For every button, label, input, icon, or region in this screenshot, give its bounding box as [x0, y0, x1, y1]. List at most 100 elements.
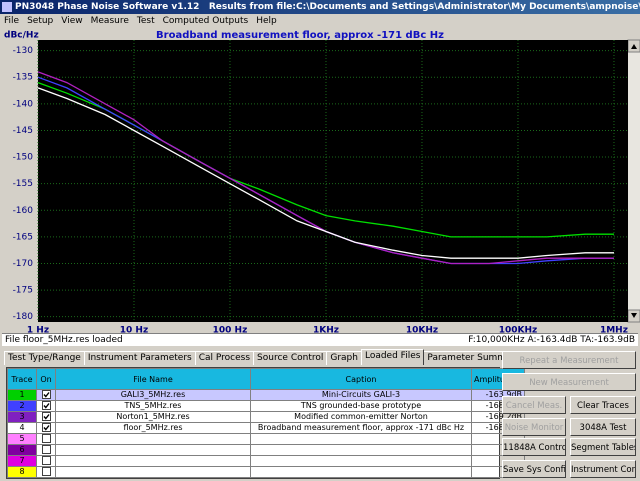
tab[interactable]: Source Control [253, 351, 328, 365]
trace-number: 8 [7, 466, 37, 478]
x-tick-label: 100KHz [499, 326, 538, 334]
menu-item[interactable]: Computed Outputs [162, 16, 249, 26]
caption: TNS grounded-base prototype [250, 400, 472, 412]
caption: Broadband measurement floor, approx -171… [250, 422, 472, 434]
y-tick-label: -135 [13, 73, 33, 83]
button[interactable]: 11848A Control [502, 438, 566, 456]
caption [250, 444, 472, 456]
check-mark [42, 403, 50, 409]
checkbox-box [41, 467, 51, 476]
y-tick-label: -145 [13, 126, 33, 136]
plot-area [38, 40, 628, 322]
file-row[interactable]: 2 TNS_5MHz.res TNS grounded-base prototype… [7, 400, 525, 412]
tab[interactable]: Cal Process [194, 351, 255, 365]
file-name: TNS_5MHz.res [55, 400, 251, 412]
file-name [55, 466, 251, 478]
checkbox[interactable] [41, 423, 51, 432]
menu-item[interactable]: View [61, 16, 83, 26]
y-tick-label: -150 [13, 153, 34, 163]
y-tick-label: -180 [13, 312, 34, 322]
menu-item[interactable]: Setup [27, 16, 54, 26]
scrollbar[interactable] [628, 40, 640, 322]
checkbox[interactable] [41, 401, 51, 410]
tab[interactable]: Graph [326, 351, 362, 365]
on-cell[interactable] [36, 433, 56, 445]
button[interactable]: Clear Traces [570, 396, 636, 414]
on-cell[interactable] [36, 466, 56, 478]
file-row[interactable]: 8 [7, 466, 525, 478]
menu-item[interactable]: Measure [90, 16, 129, 26]
file-name: floor_5MHz.res [55, 422, 251, 434]
checkbox-box [41, 390, 51, 399]
on-cell[interactable] [36, 411, 56, 423]
file-row[interactable]: 6 [7, 444, 525, 456]
checkbox-box [41, 434, 51, 443]
trace-number: 5 [7, 433, 37, 445]
checkbox[interactable] [41, 445, 51, 454]
file-row[interactable]: 4 floor_5MHz.res Broadband measurement flo… [7, 422, 525, 434]
trace-number: 1 [7, 389, 37, 401]
button: Cancel Meas. [502, 396, 566, 414]
checkbox[interactable] [41, 434, 51, 443]
y-tick-label: -130 [13, 46, 34, 56]
file-name [55, 455, 251, 467]
tab[interactable]: Instrument Parameters [83, 351, 196, 365]
y-tick-label: -160 [13, 206, 34, 216]
column-header: Caption [250, 368, 472, 390]
file-row[interactable]: 5 [7, 433, 525, 445]
button: New Measurement [502, 373, 636, 391]
checkbox[interactable] [41, 412, 51, 421]
file-row[interactable]: 1 GALI3_5MHz.res Mini-Circuits GALI-3 -163.… [7, 389, 525, 401]
status-message: File floor_5MHz.res loaded [5, 335, 123, 345]
menu-item[interactable]: Test [136, 16, 155, 26]
chart: dBc/Hz Broadband measurement floor, appr… [0, 28, 640, 333]
trace-number: 6 [7, 444, 37, 456]
button[interactable]: Save Sys Config [502, 460, 566, 478]
on-cell[interactable] [36, 444, 56, 456]
app-icon [2, 2, 12, 12]
button[interactable]: 3048A Test [570, 418, 636, 436]
file-row[interactable]: 3 Norton1_5MHz.res Modified common-emitter… [7, 411, 525, 423]
trace-number: 3 [7, 411, 37, 423]
file-row[interactable]: 7 [7, 455, 525, 467]
checkbox-box [41, 401, 51, 410]
caption: Mini-Circuits GALI-3 [250, 389, 472, 401]
button[interactable]: Segment Tables [570, 438, 636, 456]
menu-item[interactable]: File [4, 16, 20, 26]
on-cell[interactable] [36, 422, 56, 434]
button: Noise Monitor [502, 418, 566, 436]
scroll-down-arrow [631, 313, 637, 318]
status-bar: File floor_5MHz.res loaded F:10,000KHz A… [2, 333, 638, 346]
button[interactable]: Instrument Config [570, 460, 636, 478]
menu-item[interactable]: Help [256, 16, 277, 26]
tab[interactable]: Loaded Files [360, 349, 425, 365]
on-cell[interactable] [36, 455, 56, 467]
x-tick-label: 1KHz [313, 326, 339, 334]
caption [250, 433, 472, 445]
x-tick-label: 1 Hz [27, 326, 49, 334]
caption: Modified common-emitter Norton [250, 411, 472, 423]
tab[interactable]: Test Type/Range [4, 351, 85, 365]
column-header: On [36, 368, 56, 390]
checkbox-box [41, 445, 51, 454]
on-cell[interactable] [36, 400, 56, 412]
checkbox[interactable] [41, 390, 51, 399]
title-bar: PN3048 Phase Noise Software v1.12 Result… [0, 0, 640, 14]
caption [250, 466, 472, 478]
checkbox[interactable] [41, 467, 51, 476]
checkbox[interactable] [41, 456, 51, 465]
button: Repeat a Measurement [502, 351, 636, 369]
status-readout: F:10,000KHz A:-163.4dB TA:-163.9dB [468, 335, 635, 345]
column-header: File Name [55, 368, 251, 390]
menu-bar: File Setup View Measure Test Computed Outputs… [0, 14, 640, 28]
x-tick-label: 10 Hz [120, 326, 148, 334]
check-mark [42, 414, 50, 420]
y-tick-label: -165 [13, 232, 33, 242]
x-tick-label: 10KHz [406, 326, 438, 334]
y-axis-label: dBc/Hz [4, 31, 39, 41]
window-title: PN3048 Phase Noise Software v1.12 [15, 2, 200, 12]
on-cell[interactable] [36, 389, 56, 401]
column-header: Trace [7, 368, 37, 390]
